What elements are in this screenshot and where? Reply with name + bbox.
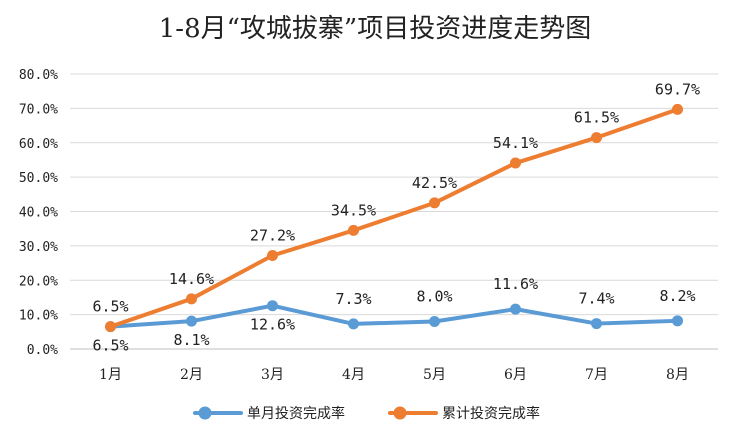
y-axis-ticks: 0.0% 10.0% 20.0% 30.0% 40.0% 50.0% 60.0% 70.0% 8… [19, 68, 58, 358]
x-tick-label: 8月 [666, 367, 689, 383]
series-group [105, 103, 683, 333]
chart-title: 1-8月“攻城拔寨”项目投资进度走势图 [159, 14, 591, 44]
series-line-1 [108, 303, 680, 329]
legend-marker-2 [393, 406, 407, 420]
data-label-monthly: 7.3% [335, 290, 371, 308]
gridlines [70, 73, 718, 350]
x-tick-label: 1月 [99, 367, 122, 383]
data-point-2 [429, 197, 440, 209]
data-point-2 [510, 157, 521, 169]
x-tick-label: 4月 [342, 367, 365, 383]
x-axis-ticks: 1月 2月 3月 4月 5月 6月 7月 8月 [99, 367, 689, 383]
y-tick-label: 60.0% [19, 137, 58, 152]
data-labels: 6.5% 14.6% 27.2% 34.5% 42.5% 54.1% 61.5% 69.7% 6… [92, 80, 700, 354]
data-label-cumulative: 61.5% [574, 109, 619, 127]
y-tick-label: 0.0% [27, 343, 58, 358]
y-tick-label: 80.0% [19, 68, 58, 83]
data-label-cumulative: 34.5% [331, 201, 376, 219]
legend: 单月投资完成率 累计投资完成率 [193, 405, 540, 422]
data-label-monthly: 8.1% [173, 331, 209, 349]
data-label-monthly: 6.5% [92, 337, 128, 355]
data-point-2 [105, 321, 116, 333]
data-label-monthly: 7.4% [578, 290, 614, 308]
data-point-1 [591, 318, 602, 330]
data-label-cumulative: 27.2% [250, 227, 295, 245]
data-point-1 [186, 315, 197, 327]
data-point-2 [672, 103, 683, 115]
y-tick-label: 40.0% [19, 206, 58, 221]
data-label-cumulative: 69.7% [655, 80, 700, 98]
y-tick-label: 50.0% [19, 171, 58, 186]
x-tick-label: 2月 [180, 367, 203, 383]
data-point-1 [672, 315, 683, 327]
data-point-1 [429, 316, 440, 327]
data-point-1 [348, 318, 359, 330]
x-tick-label: 7月 [585, 367, 608, 383]
data-point-2 [186, 293, 197, 305]
series-line-2 [108, 107, 680, 329]
y-tick-label: 30.0% [19, 240, 58, 255]
y-tick-label: 10.0% [19, 309, 58, 324]
legend-label-1: 单月投资完成率 [247, 405, 345, 422]
legend-marker-1 [198, 406, 212, 420]
x-tick-label: 5月 [423, 367, 446, 383]
legend-label-2: 累计投资完成率 [442, 405, 540, 422]
data-point-2 [348, 224, 359, 236]
x-tick-label: 6月 [504, 367, 527, 383]
data-label-monthly: 11.6% [493, 275, 538, 293]
x-tick-label: 3月 [261, 367, 284, 383]
y-tick-label: 20.0% [19, 274, 58, 289]
data-point-1 [267, 300, 278, 312]
data-label-cumulative: 6.5% [92, 298, 128, 316]
data-point-1 [510, 303, 521, 315]
y-tick-label: 70.0% [19, 102, 58, 117]
data-label-cumulative: 42.5% [412, 174, 457, 192]
data-label-cumulative: 54.1% [493, 134, 538, 152]
data-point-2 [267, 250, 278, 261]
data-label-monthly: 8.2% [659, 287, 695, 305]
data-point-2 [591, 132, 602, 144]
data-label-monthly: 8.0% [416, 288, 452, 306]
data-label-monthly: 12.6% [250, 316, 295, 334]
data-label-cumulative: 14.6% [169, 270, 214, 288]
